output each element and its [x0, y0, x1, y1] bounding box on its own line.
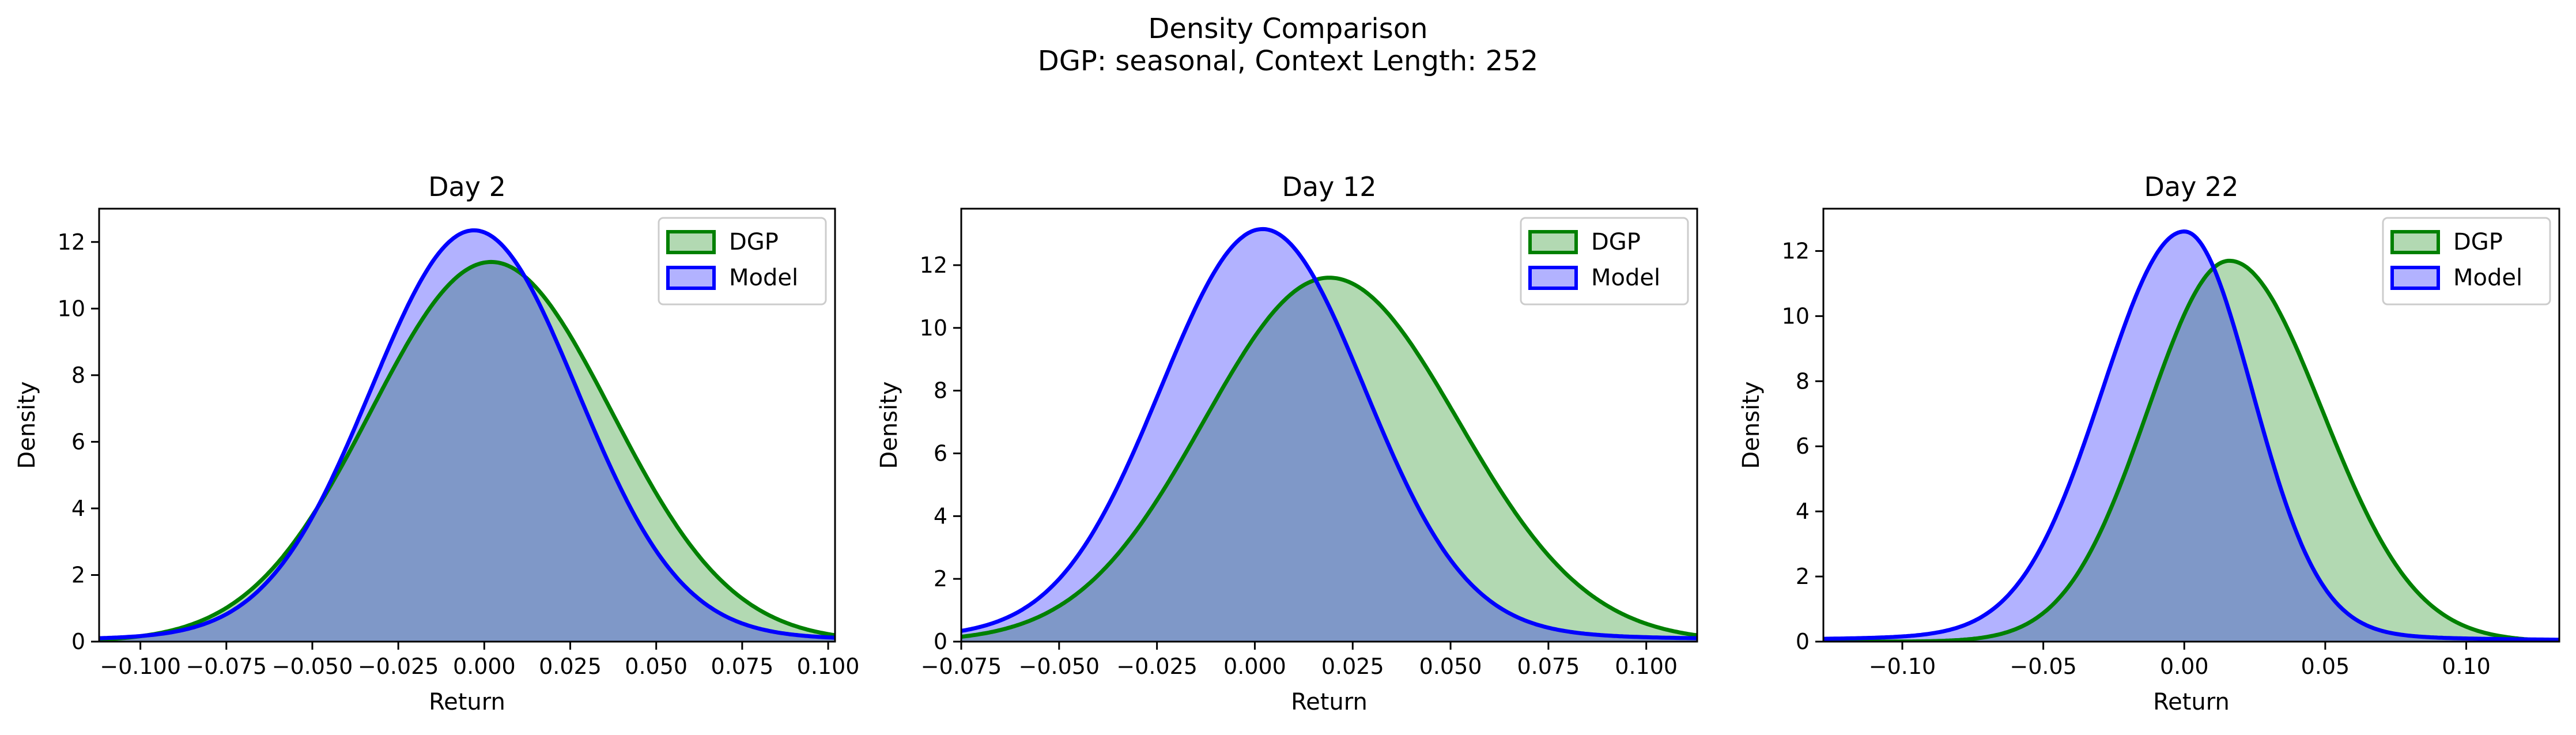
y-tick-label: 2	[934, 566, 947, 591]
subplot-title: Day 2	[428, 171, 506, 202]
plot-area	[99, 228, 835, 642]
x-tick-label: 0.100	[1615, 654, 1678, 679]
x-tick-label: 0.000	[1223, 654, 1286, 679]
x-tick-label: −0.075	[186, 654, 267, 679]
x-tick-label: −0.025	[358, 654, 439, 679]
subplot-title: Day 22	[2144, 171, 2239, 202]
x-tick-label: 0.075	[1517, 654, 1580, 679]
model-legend-label: Model	[1591, 265, 1660, 291]
y-tick-label: 8	[1796, 368, 1810, 394]
subplot-day-panel: −0.10 −0.05 0.00 0.05 0.10 0 2 4 6 8 10 12 Day 22 Ret…	[1738, 171, 2560, 715]
dgp-density-line	[1823, 258, 2559, 642]
y-tick-label: 0	[1796, 629, 1810, 654]
x-tick-label: −0.050	[1018, 654, 1100, 679]
model-legend-swatch	[2390, 266, 2440, 290]
y-tick-label: 2	[1796, 564, 1810, 589]
axes-frame	[960, 208, 1698, 643]
x-tick-label: 0.000	[453, 654, 516, 679]
x-tick-label: −0.050	[272, 654, 353, 679]
legend: DGP Model	[658, 217, 827, 306]
dgp-density-line	[99, 259, 835, 642]
model-legend-label: Model	[2453, 265, 2522, 291]
x-tick-label: 0.050	[1419, 654, 1482, 679]
y-tick-label: 12	[1782, 238, 1810, 263]
legend: DGP Model	[2382, 217, 2551, 306]
x-tick-label: −0.075	[921, 654, 1002, 679]
y-tick-label: 0	[934, 629, 947, 654]
y-tick-label: 6	[1796, 434, 1810, 459]
x-axis-label: Return	[429, 689, 505, 715]
overlap-density-fill	[961, 280, 1697, 642]
subplot-title: Day 12	[1282, 171, 1377, 202]
overlap-density-fill	[1823, 267, 2559, 642]
dgp-legend-label: DGP	[1591, 229, 1641, 255]
dgp-legend-swatch	[666, 230, 716, 254]
y-tick-label: 8	[71, 363, 85, 388]
x-tick-label: 0.00	[2160, 654, 2209, 679]
y-tick-label: 12	[58, 229, 85, 255]
subplot-panels: −0.100 −0.075 −0.050 −0.025 0.000 0.025 0.050 0…	[14, 171, 2560, 715]
model-density-line	[961, 227, 1697, 640]
model-density-line	[99, 228, 835, 640]
x-tick-label: −0.05	[2010, 654, 2076, 679]
axes-frame	[1822, 208, 2560, 643]
y-tick-label: 8	[934, 378, 947, 404]
x-tick-label: 0.025	[1321, 654, 1384, 679]
y-tick-label: 10	[1782, 303, 1810, 329]
x-tick-label: 0.05	[2301, 654, 2350, 679]
x-axis-label: Return	[2153, 689, 2230, 715]
x-tick-label: 0.025	[539, 654, 602, 679]
x-tick-label: 0.075	[711, 654, 773, 679]
dgp-legend-swatch	[2390, 230, 2440, 254]
y-tick-label: 12	[920, 252, 947, 278]
y-axis-label: Density	[876, 381, 902, 469]
figure-title-line-2: DGP: seasonal, Context Length: 252	[1038, 45, 1538, 77]
plot-area	[1823, 229, 2559, 642]
plot-area	[961, 227, 1697, 642]
y-axis-label: Density	[1738, 381, 1765, 469]
y-tick-label: 10	[58, 296, 85, 321]
x-tick-label: 0.050	[625, 654, 688, 679]
model-density-line	[1823, 229, 2559, 642]
model-legend-label: Model	[729, 265, 798, 291]
x-tick-label: −0.025	[1116, 654, 1198, 679]
y-tick-label: 4	[71, 496, 85, 521]
dgp-legend-swatch	[1528, 230, 1578, 254]
subplot-day-panel: −0.100 −0.075 −0.050 −0.025 0.000 0.025 0.050 0…	[14, 171, 859, 715]
y-tick-label: 6	[934, 440, 947, 466]
y-tick-label: 10	[920, 315, 947, 341]
y-tick-label: 4	[934, 503, 947, 529]
y-tick-label: 0	[71, 629, 85, 654]
x-tick-label: 0.10	[2442, 654, 2491, 679]
y-axis-label: Density	[14, 381, 40, 469]
y-tick-label: 4	[1796, 499, 1810, 524]
x-tick-label: 0.100	[797, 654, 860, 679]
x-axis-label: Return	[1291, 689, 1368, 715]
dgp-legend-label: DGP	[729, 229, 779, 255]
legend: DGP Model	[1520, 217, 1689, 306]
model-legend-swatch	[1528, 266, 1578, 290]
axes-frame	[98, 208, 836, 643]
model-legend-swatch	[666, 266, 716, 290]
dgp-density-line	[961, 276, 1697, 639]
dgp-legend-label: DGP	[2453, 229, 2503, 255]
x-tick-label: −0.100	[100, 654, 181, 679]
x-tick-label: −0.10	[1869, 654, 1936, 679]
subplot-day-panel: −0.075 −0.050 −0.025 0.000 0.025 0.050 0.075 0.…	[876, 171, 1698, 715]
y-tick-label: 6	[71, 429, 85, 454]
y-tick-label: 2	[71, 562, 85, 587]
figure-title-line-1: Density Comparison	[1148, 13, 1427, 45]
